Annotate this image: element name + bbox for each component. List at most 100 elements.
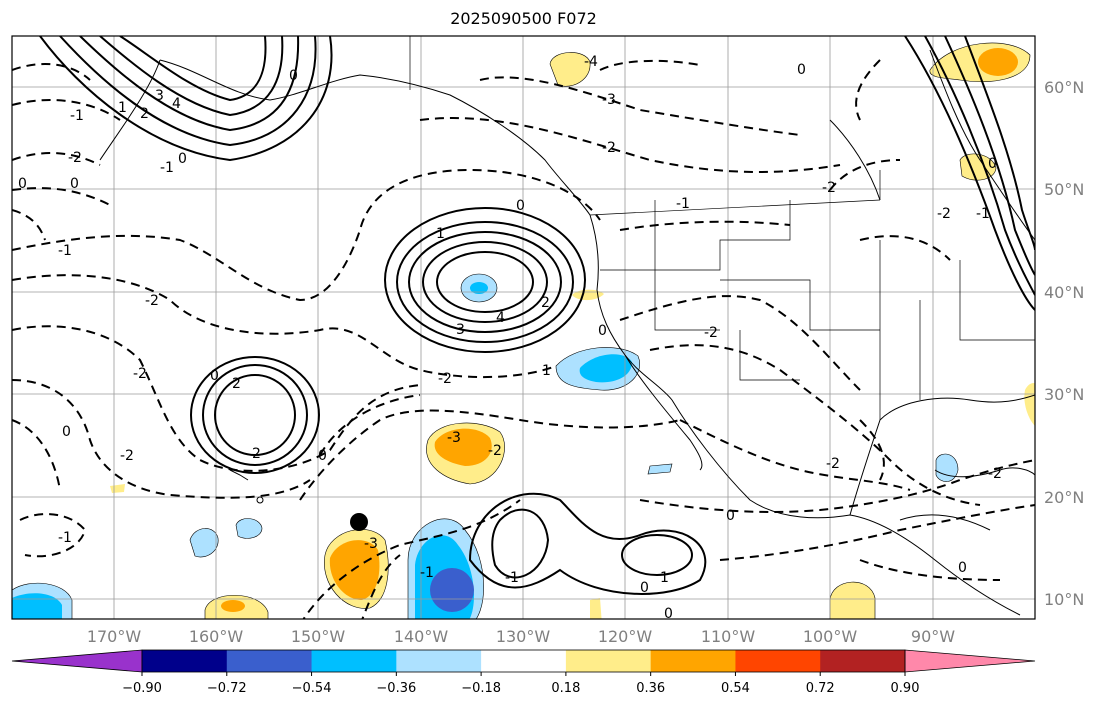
lon-label: 140°W [394, 627, 449, 646]
contour-label: 0 [958, 560, 967, 576]
contour-label: 0 [70, 176, 79, 192]
lon-label: 100°W [803, 627, 858, 646]
lon-label: 130°W [496, 627, 551, 646]
contour-label: 4 [496, 310, 505, 326]
gridlines [12, 36, 1035, 619]
contour-label: -2 [937, 206, 951, 222]
colorbar-segment [226, 650, 313, 672]
colorbar-tick-label: −0.90 [122, 681, 162, 696]
map-title: 2025090500 F072 [450, 9, 597, 28]
lon-label: 110°W [701, 627, 756, 646]
map-area [12, 36, 1035, 619]
positive-contours [39, 36, 1035, 595]
contour-label: -2 [438, 371, 452, 387]
colorbar-segment [311, 650, 397, 672]
colorbar-tick-label: 0.18 [551, 681, 580, 696]
contour-label: 0 [178, 151, 187, 167]
colorbar-tick-label: 0.54 [721, 681, 750, 696]
contour-label: -2 [704, 325, 718, 341]
colorbar-tick-label: −0.18 [461, 681, 501, 696]
lat-label: 40°N [1044, 283, 1084, 302]
contour-label: 2 [541, 295, 550, 311]
contour-label: -1 [976, 206, 990, 222]
contour-label: -1 [160, 160, 174, 176]
lat-label: 20°N [1044, 488, 1084, 507]
lon-label: 120°W [598, 627, 653, 646]
coastlines [99, 36, 1035, 616]
colorbar-segment [820, 650, 906, 672]
cyclone-position-dot [350, 513, 368, 531]
contour-label: 0 [516, 198, 525, 214]
contour-label: 0 [640, 580, 649, 596]
contour-label: 1 [118, 100, 127, 116]
colorbar-tick-label: 0.72 [806, 681, 835, 696]
latitude-labels: 60°N 50°N 40°N 30°N 20°N 10°N [1044, 78, 1084, 609]
map-frame [11, 35, 1036, 620]
contour-label: -2 [602, 140, 616, 156]
contour-label: 2 [232, 376, 241, 392]
contour-label: -1 [70, 108, 84, 124]
colorbar-extend-low [11, 649, 143, 673]
contour-label: -1 [58, 530, 72, 546]
colorbar-segment [565, 650, 652, 672]
contour-label: -2 [68, 150, 82, 166]
colorbar-extend-high [904, 649, 1036, 673]
contour-label: -4 [584, 54, 598, 70]
contour-label: -3 [364, 536, 378, 552]
contour-label: -2 [826, 456, 840, 472]
colorbar-tick-label: 0.90 [891, 681, 920, 696]
lat-label: 60°N [1044, 78, 1084, 97]
contour-label: 1 [436, 226, 445, 242]
contour-label: 0 [289, 68, 298, 84]
contour-label: -1 [420, 565, 434, 581]
colorbar-segment [735, 650, 821, 672]
lon-label: 150°W [291, 627, 346, 646]
contour-label: -3 [447, 430, 461, 446]
colorbar-tick-label: −0.54 [292, 681, 332, 696]
shaded-anomalies [12, 42, 1035, 619]
colorbar-tick-label: 0.36 [636, 681, 665, 696]
contour-label: 0 [598, 323, 607, 339]
contour-label: 0 [726, 508, 735, 524]
colorbar-segment [481, 650, 567, 672]
longitude-labels: 170°W 160°W 150°W 140°W 130°W 120°W 110°… [87, 627, 955, 646]
lat-label: 50°N [1044, 180, 1084, 199]
colorbar-segment [650, 650, 736, 672]
negative-contours [12, 59, 1035, 619]
colorbar: −0.90 −0.72 −0.54 −0.36 −0.18 0.18 0.36 0.54 0.7… [11, 649, 1036, 696]
contour-label: -2 [120, 448, 134, 464]
contour-label: -1 [58, 243, 72, 259]
colorbar-tick-label: −0.72 [207, 681, 247, 696]
colorbar-segment [396, 650, 482, 672]
lat-label: 30°N [1044, 385, 1084, 404]
contour-label: 0 [62, 424, 71, 440]
contour-label: -2 [822, 180, 836, 196]
contour-label: 0 [797, 62, 806, 78]
contour-label: 0 [210, 368, 219, 384]
contour-label: 1 [660, 570, 669, 586]
contour-label: -2 [488, 443, 502, 459]
contour-label: 0 [988, 156, 997, 172]
contour-label: 3 [456, 322, 465, 338]
colorbar-segment [142, 650, 228, 672]
contour-label: -2 [145, 293, 159, 309]
contour-label: 2 [140, 106, 149, 122]
lon-label: 90°W [911, 627, 955, 646]
contour-label: 3 [155, 88, 164, 104]
contour-label: 0 [18, 176, 27, 192]
contour-label: -3 [602, 92, 616, 108]
contour-label: 0 [664, 606, 673, 622]
colorbar-frame [141, 649, 906, 673]
contour-label: 4 [172, 96, 181, 112]
contour-label: -1 [676, 196, 690, 212]
lat-label: 10°N [1044, 590, 1084, 609]
contour-label: -2 [988, 466, 1002, 482]
contour-label: 2 [252, 446, 261, 462]
lon-label: 170°W [87, 627, 142, 646]
contour-labels: 0 1 2 3 4 -4 -3 -2 -1 0 0 -1 -2 -2 -1 0 … [18, 54, 1002, 622]
contour-label: 0 [318, 448, 327, 464]
contour-label: -1 [505, 570, 519, 586]
contour-label: 1 [542, 363, 551, 379]
contour-label: -2 [133, 366, 147, 382]
